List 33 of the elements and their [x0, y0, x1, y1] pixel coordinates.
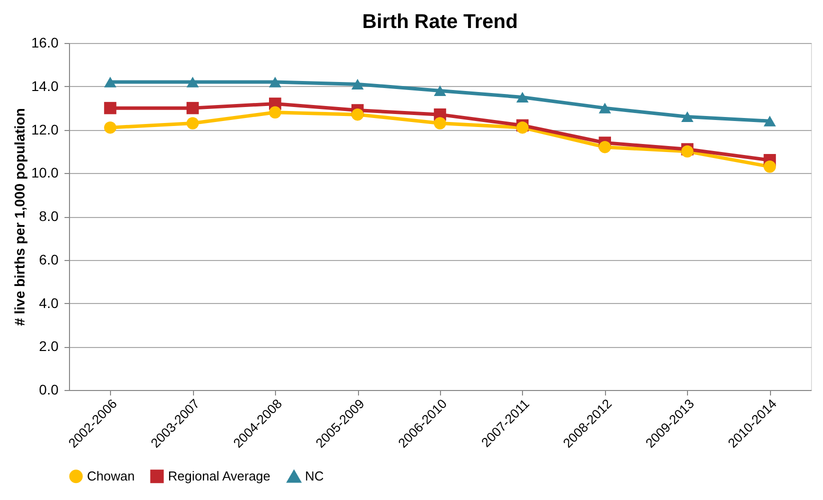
point: [104, 121, 116, 134]
legend-label: Regional Average: [168, 468, 270, 484]
point: [351, 78, 364, 90]
point: [268, 106, 282, 119]
chart-title: Birth Rate Trend: [362, 11, 518, 33]
point: [681, 145, 694, 158]
point: [516, 92, 529, 103]
y-axis-title: # live births per 1,000 population: [11, 108, 28, 326]
y-tick-label: 16.0: [31, 34, 59, 50]
y-tick-label: 10.0: [31, 164, 59, 181]
point: [268, 76, 282, 88]
y-tick-label: 6.0: [39, 251, 59, 268]
point: [764, 160, 776, 173]
point: [186, 117, 199, 130]
point: [434, 117, 446, 130]
point: [598, 140, 612, 154]
y-tick-label: 12.0: [31, 121, 59, 138]
point: [434, 85, 446, 96]
y-tick-label: 4.0: [39, 294, 59, 311]
point: [351, 108, 364, 121]
legend-label: NC: [305, 468, 324, 484]
y-tick-label: 2.0: [39, 338, 59, 354]
y-tick-label: 0.0: [39, 382, 59, 398]
point: [104, 76, 116, 88]
point: [104, 102, 116, 114]
y-tick-label: 8.0: [39, 208, 59, 224]
legend-label: Chowan: [87, 468, 135, 484]
point: [681, 111, 694, 122]
point: [764, 116, 776, 126]
y-tick-label: 14.0: [31, 78, 59, 94]
point: [598, 102, 612, 114]
point: [186, 76, 199, 88]
point: [186, 102, 199, 114]
